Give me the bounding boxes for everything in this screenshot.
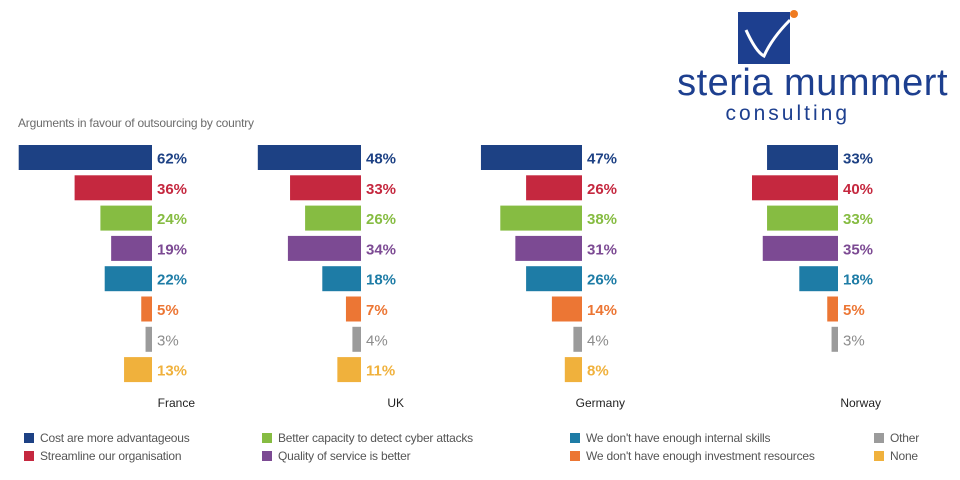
bar-france-8: [124, 357, 152, 383]
bar-norway-4: [762, 235, 838, 261]
bar-norway-6: [827, 296, 838, 322]
data-label: 35%: [843, 241, 873, 258]
data-label: 26%: [587, 181, 617, 198]
bar-uk-4: [287, 235, 361, 261]
data-label: 11%: [366, 363, 395, 380]
bar-france-6: [141, 296, 152, 322]
brand-name: steria mummert: [677, 62, 948, 104]
category-label: UK: [387, 396, 404, 410]
logo-check: [744, 18, 792, 59]
bar-germany-8: [564, 357, 582, 383]
bar-germany-1: [480, 145, 582, 170]
data-label: 26%: [587, 272, 617, 289]
data-label: 8%: [587, 363, 609, 380]
bar-germany-6: [551, 296, 582, 322]
data-label: 48%: [366, 151, 396, 168]
bar-uk-5: [322, 266, 361, 292]
category-label: Norway: [840, 396, 881, 410]
data-label: 14%: [587, 302, 617, 319]
data-label: 47%: [587, 151, 617, 168]
bar-norway-5: [799, 266, 838, 292]
bar-norway-2: [752, 175, 838, 201]
data-label: 33%: [843, 151, 873, 168]
bar-germany-5: [526, 266, 582, 292]
bar-france-7: [145, 326, 152, 352]
bar-uk-7: [352, 326, 361, 352]
bar-france-3: [100, 205, 152, 231]
data-label: 33%: [843, 211, 873, 228]
data-label: 31%: [587, 241, 617, 258]
data-label: 36%: [157, 181, 187, 198]
data-label: 4%: [587, 332, 609, 349]
bar-germany-4: [515, 235, 582, 261]
bar-france-4: [111, 235, 152, 261]
data-label: 24%: [157, 211, 187, 228]
bar-norway-7: [831, 326, 838, 352]
bar-uk-1: [257, 145, 361, 170]
data-label: 5%: [157, 302, 179, 319]
bar-france-2: [74, 175, 152, 201]
data-label: 3%: [843, 332, 865, 349]
data-label: 40%: [843, 181, 873, 198]
bar-uk-2: [290, 175, 361, 201]
bar-germany-7: [573, 326, 582, 352]
bar-norway-3: [767, 205, 838, 231]
data-label: 62%: [157, 151, 187, 168]
bar-france-1: [18, 145, 153, 170]
data-label: 7%: [366, 302, 388, 319]
data-label: 13%: [157, 363, 187, 380]
bar-france-5: [104, 266, 152, 292]
bar-uk-6: [345, 296, 361, 322]
data-label: 4%: [366, 332, 388, 349]
data-label: 5%: [843, 302, 865, 319]
logo-dot: [790, 10, 798, 18]
logo-mark: [738, 10, 798, 64]
data-label: 22%: [157, 272, 187, 289]
data-label: 38%: [587, 211, 617, 228]
data-label: 34%: [366, 241, 396, 258]
bar-uk-8: [337, 357, 361, 383]
category-label: Germany: [576, 396, 625, 410]
data-label: 3%: [157, 332, 179, 349]
data-label: 18%: [366, 272, 396, 289]
bar-germany-2: [526, 175, 582, 201]
data-label: 19%: [157, 241, 187, 258]
bar-norway-1: [767, 145, 838, 170]
data-label: 18%: [843, 272, 873, 289]
data-label: 26%: [366, 211, 396, 228]
bar-uk-3: [305, 205, 361, 231]
chart-title: Arguments in favour of outsourcing by co…: [18, 116, 254, 130]
brand-subtitle: consulting: [725, 102, 850, 125]
category-label: France: [158, 396, 196, 410]
bar-germany-3: [500, 205, 582, 231]
data-label: 33%: [366, 181, 396, 198]
